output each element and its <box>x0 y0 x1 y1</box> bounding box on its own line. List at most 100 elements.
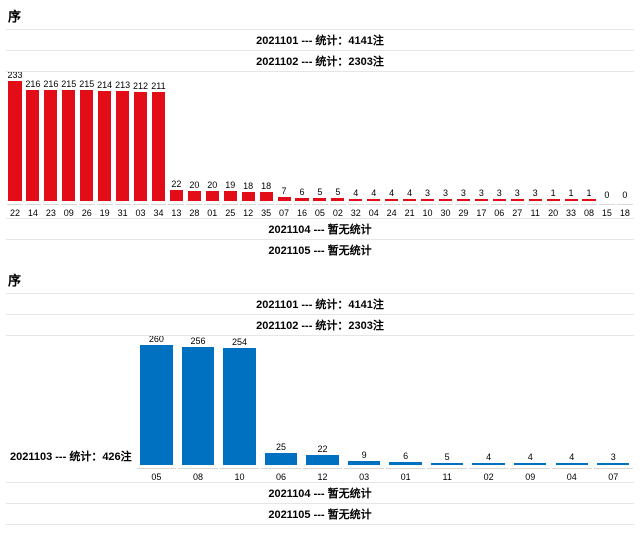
bar-column: 2001 <box>203 180 221 218</box>
bar-column: 330 <box>437 188 455 218</box>
bar-value: 212 <box>133 81 148 91</box>
bar-category: 21 <box>402 204 418 218</box>
bar-column: 402 <box>468 452 510 482</box>
bar-column: 2213 <box>167 179 185 218</box>
bar-category: 29 <box>455 204 471 218</box>
bar-column: 432 <box>347 188 365 218</box>
bar-value: 260 <box>149 336 164 344</box>
bar-category: 14 <box>25 204 41 218</box>
bar <box>8 81 21 201</box>
bar <box>62 90 75 201</box>
bar <box>188 191 201 201</box>
bar <box>565 199 578 201</box>
stat-line: 2021104 --- 暂无统计 <box>6 218 634 239</box>
bar <box>242 192 255 201</box>
bar-column: 404 <box>365 188 383 218</box>
bar-category: 34 <box>151 204 167 218</box>
bar-column: 21509 <box>60 79 78 218</box>
bar-category: 30 <box>438 204 454 218</box>
bar-category: 23 <box>43 204 59 218</box>
bar-value: 18 <box>243 181 253 191</box>
bar-column: 311 <box>526 188 544 218</box>
bar-category: 18 <box>617 204 633 218</box>
bar-category: 20 <box>545 204 561 218</box>
bar-value: 213 <box>115 80 130 90</box>
bar-category: 10 <box>220 468 260 482</box>
bar-value: 3 <box>533 188 538 198</box>
chart-row-1: 2332221614216232150921526214192133121203… <box>6 71 634 218</box>
bar-column: 015 <box>598 190 616 218</box>
bar-category: 19 <box>97 204 113 218</box>
bar <box>529 199 542 201</box>
stat-line: 2021102 --- 统计：2303注 <box>6 314 634 335</box>
bar-column: 254 10 <box>219 337 261 482</box>
bar-value: 7 <box>282 186 287 196</box>
bar-column: 214 19 <box>96 80 114 218</box>
bar-column: 216 23 <box>42 79 60 218</box>
bar-category: 02 <box>469 468 509 482</box>
bar-category: 08 <box>581 204 597 218</box>
bar-column: 21203 <box>132 81 150 218</box>
bar-column: 120 <box>544 188 562 218</box>
bar-column: 018 <box>616 190 634 218</box>
bar-value: 216 <box>25 79 40 89</box>
bar-value: 4 <box>407 188 412 198</box>
bar-column: 2028 <box>185 180 203 218</box>
bar-category: 17 <box>473 204 489 218</box>
bar-value: 256 <box>190 336 205 346</box>
bar-category: 31 <box>115 204 131 218</box>
section-1: 序 2021101 --- 统计：4141注2021102 --- 统计：230… <box>6 6 634 260</box>
bar-column: 310 <box>419 188 437 218</box>
bar-value: 4 <box>389 188 394 198</box>
bar-column: 1925 <box>221 180 239 218</box>
bar-column: 1835 <box>257 181 275 218</box>
bar-column: 133 <box>562 188 580 218</box>
bar <box>582 199 595 201</box>
bar <box>511 199 524 201</box>
bar-value: 216 <box>43 79 58 89</box>
bar-value: 6 <box>299 187 304 197</box>
bar-category: 12 <box>240 204 256 218</box>
bar-column: 23322 <box>6 72 24 218</box>
bar-value: 6 <box>403 451 408 461</box>
bar <box>367 199 380 201</box>
bar <box>260 192 273 201</box>
bar-column: 2506 <box>260 442 302 482</box>
bar-category: 07 <box>276 204 292 218</box>
bar <box>403 199 416 201</box>
bar-category: 09 <box>510 468 550 482</box>
bar-value: 4 <box>353 188 358 198</box>
bar-column: 6 16 <box>293 187 311 218</box>
bar-column: 327 <box>508 188 526 218</box>
bar <box>152 92 165 201</box>
section-title: 序 <box>6 270 634 289</box>
bar-value: 22 <box>318 444 328 454</box>
bar-value: 233 <box>7 72 22 80</box>
stat-line: 2021105 --- 暂无统计 <box>6 503 634 524</box>
bar-value: 5 <box>317 187 322 197</box>
bar-category: 25 <box>222 204 238 218</box>
bar <box>26 90 39 201</box>
bar-column: 2212 <box>302 444 344 482</box>
bar <box>140 345 172 465</box>
bar-column: 903 <box>343 450 385 482</box>
bar <box>472 463 504 465</box>
bar-value: 3 <box>497 188 502 198</box>
bar-chart-red: 2332221614216232150921526214192133121203… <box>6 72 634 218</box>
bar-column: 4 09 <box>509 452 551 482</box>
bar-value: 3 <box>515 188 520 198</box>
bar-value: 214 <box>97 80 112 90</box>
bar-category: 26 <box>79 204 95 218</box>
bar <box>385 199 398 201</box>
bar-value: 18 <box>261 181 271 191</box>
bar <box>265 453 297 465</box>
stat-line: 2021104 --- 暂无统计 <box>6 482 634 503</box>
bar-category: 16 <box>294 204 310 218</box>
bar-category: 02 <box>330 204 346 218</box>
bar-category: 05 <box>312 204 328 218</box>
bar-column: 1812 <box>239 181 257 218</box>
bar-value: 4 <box>528 452 533 462</box>
bar-value: 4 <box>371 188 376 198</box>
bar-value: 254 <box>232 337 247 347</box>
bar-column: 5 05 <box>311 187 329 218</box>
